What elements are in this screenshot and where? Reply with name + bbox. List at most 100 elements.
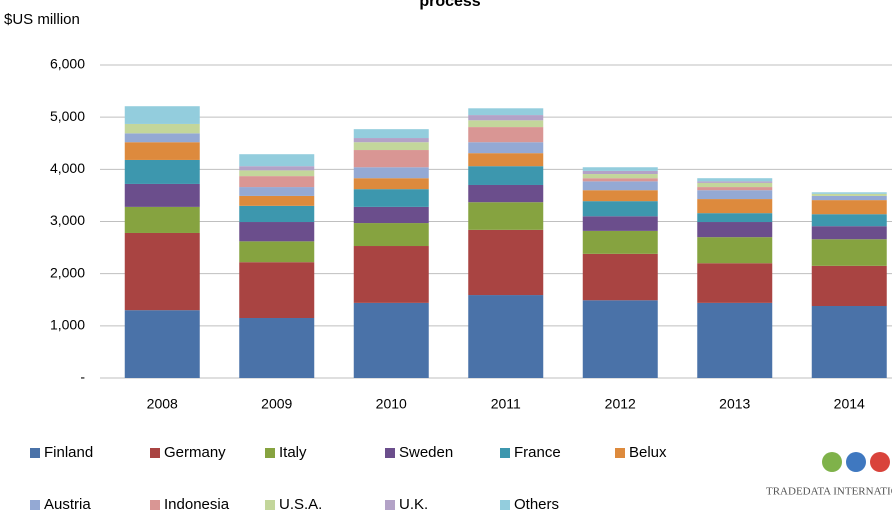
bar-segment bbox=[239, 195, 315, 206]
bar-segment bbox=[124, 159, 200, 184]
bar-segment bbox=[124, 183, 200, 207]
bar-segment bbox=[353, 246, 429, 303]
y-tick-label: - bbox=[80, 369, 85, 385]
bar-segment bbox=[811, 200, 887, 215]
bar-segment bbox=[697, 302, 773, 378]
bar-segment bbox=[124, 123, 200, 134]
bar-segment bbox=[239, 170, 315, 177]
bar-segment bbox=[353, 142, 429, 151]
bar-segment bbox=[697, 213, 773, 223]
bar-segment bbox=[239, 176, 315, 188]
bar-segment bbox=[468, 184, 544, 203]
chart-title: process bbox=[419, 0, 480, 10]
x-tick-label: 2013 bbox=[719, 396, 750, 412]
bar-segment bbox=[697, 263, 773, 303]
bar-segment bbox=[353, 223, 429, 247]
bar-segment bbox=[697, 222, 773, 238]
legend-swatch bbox=[385, 500, 395, 510]
y-tick-label: 2,000 bbox=[50, 264, 85, 280]
bar-segment bbox=[811, 214, 887, 227]
legend-swatch bbox=[150, 500, 160, 510]
x-tick-label: 2011 bbox=[491, 396, 521, 412]
bar-segment bbox=[811, 306, 887, 378]
bar-segment bbox=[697, 182, 773, 188]
legend-swatch bbox=[500, 500, 510, 510]
bar-segment bbox=[239, 318, 315, 378]
legend-label: Belux bbox=[629, 444, 667, 461]
bar-segment bbox=[124, 232, 200, 311]
legend-swatch bbox=[265, 448, 275, 458]
legend-swatch bbox=[500, 448, 510, 458]
bar-segment bbox=[582, 170, 658, 175]
bar-segment bbox=[239, 222, 315, 242]
x-tick-label: 2010 bbox=[376, 396, 407, 412]
bar-segment bbox=[811, 195, 887, 201]
bar-segment bbox=[582, 253, 658, 301]
legend-label: Germany bbox=[164, 444, 226, 461]
bar-segment bbox=[697, 187, 773, 191]
bar-segment bbox=[124, 106, 200, 124]
bar-segment bbox=[124, 142, 200, 160]
bar-segment bbox=[582, 174, 658, 179]
y-tick-label: 4,000 bbox=[50, 160, 85, 176]
legend-label: Indonesia bbox=[164, 496, 230, 513]
bar-segment bbox=[468, 229, 544, 296]
logo-globe bbox=[822, 452, 842, 472]
bar-segment bbox=[582, 181, 658, 191]
bar-segment bbox=[468, 142, 544, 154]
legend-swatch bbox=[265, 500, 275, 510]
bar-segment bbox=[124, 310, 200, 378]
y-tick-label: 5,000 bbox=[50, 108, 85, 124]
legend-label: Italy bbox=[279, 444, 307, 461]
y-axis-label: $US million bbox=[4, 11, 80, 28]
bar-segment bbox=[582, 300, 658, 378]
bar-segment bbox=[811, 192, 887, 194]
bar-segment bbox=[582, 230, 658, 254]
y-tick-label: 6,000 bbox=[50, 56, 85, 72]
bar-segment bbox=[697, 190, 773, 200]
bar-segment bbox=[582, 190, 658, 202]
bar-segment bbox=[239, 187, 315, 196]
bar-segment bbox=[124, 206, 200, 233]
bar-segment bbox=[811, 193, 887, 196]
bar-segment bbox=[124, 133, 200, 143]
bar-segment bbox=[811, 239, 887, 266]
bar-segment bbox=[468, 108, 544, 116]
bar-segment bbox=[697, 199, 773, 214]
bar-segment bbox=[468, 127, 544, 143]
bar-segment bbox=[353, 167, 429, 179]
bar-segment bbox=[468, 153, 544, 167]
legend-label: Austria bbox=[44, 496, 91, 513]
bar-segment bbox=[239, 241, 315, 263]
bar-segment bbox=[353, 206, 429, 224]
bar-segment bbox=[239, 166, 315, 171]
legend-label: U.S.A. bbox=[279, 496, 322, 513]
legend-swatch bbox=[30, 500, 40, 510]
legend-swatch bbox=[30, 448, 40, 458]
y-tick-label: 1,000 bbox=[50, 317, 85, 333]
bar-segment bbox=[697, 178, 773, 182]
legend-label: Finland bbox=[44, 444, 93, 461]
logo: TRADEDATA INTERNATIONAL bbox=[766, 452, 892, 498]
bar-segment bbox=[582, 167, 658, 171]
legend-label: U.K. bbox=[399, 496, 428, 513]
logo-globe bbox=[870, 452, 890, 472]
legend-swatch bbox=[385, 448, 395, 458]
bar-segment bbox=[353, 178, 429, 190]
x-tick-label: 2008 bbox=[147, 396, 178, 412]
bar-segment bbox=[582, 216, 658, 231]
x-tick-label: 2014 bbox=[834, 396, 865, 412]
bar-segment bbox=[239, 154, 315, 167]
bar-segment bbox=[239, 205, 315, 223]
bar-segment bbox=[468, 202, 544, 230]
legend-swatch bbox=[615, 448, 625, 458]
legend-label: Sweden bbox=[399, 444, 453, 461]
bar-segment bbox=[468, 115, 544, 121]
bar-segment bbox=[468, 120, 544, 128]
x-tick-label: 2012 bbox=[605, 396, 636, 412]
bar-segment bbox=[353, 302, 429, 378]
bar-segment bbox=[811, 265, 887, 307]
bar-segment bbox=[468, 166, 544, 185]
bar-segment bbox=[697, 181, 773, 183]
